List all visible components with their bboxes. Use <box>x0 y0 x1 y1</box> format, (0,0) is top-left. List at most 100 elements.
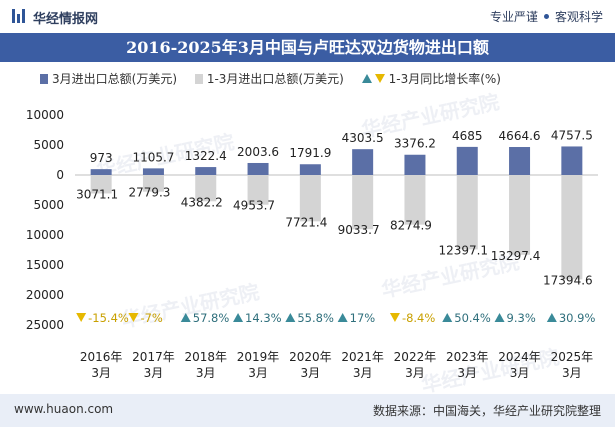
bar-monthly <box>247 162 269 175</box>
legend-swatch-monthly <box>40 74 48 84</box>
legend-label-monthly: 3月进出口总额(万美元) <box>52 72 177 86</box>
bar-monthly-label: 1791.9 <box>289 146 331 160</box>
growth-rate-label: 55.8% <box>297 311 334 325</box>
bar-cumulative-label: 3071.1 <box>76 187 118 201</box>
growth-up-marker <box>494 313 505 322</box>
top-bar: 华经情报网 专业严谨 客观科学 <box>0 0 615 33</box>
bar-cumulative <box>195 175 217 202</box>
legend-item-cumulative: 1-3月进出口总额(万美元) <box>194 70 344 87</box>
growth-down-marker <box>76 313 87 322</box>
x-tick-label-month: 3月 <box>510 366 530 380</box>
bar-cumulative <box>352 175 374 230</box>
x-tick-label-year: 2023年 <box>446 350 489 364</box>
tagline-1: 专业严谨 <box>489 10 538 24</box>
bar-monthly <box>509 147 531 175</box>
x-tick-label-year: 2024年 <box>498 350 541 364</box>
bar-monthly <box>352 149 374 175</box>
legend-label-growth: 1-3月同比增长率(%) <box>388 72 501 86</box>
bar-cumulative <box>561 175 583 280</box>
growth-up-marker <box>546 313 557 322</box>
chart-title: 2016-2025年3月中国与卢旺达双边货物进出口额 <box>126 38 489 57</box>
bar-monthly-label: 3376.2 <box>394 137 436 151</box>
x-tick-label-year: 2021年 <box>341 350 384 364</box>
bar-monthly <box>90 169 112 175</box>
growth-down-marker <box>389 313 400 322</box>
x-tick-label-month: 3月 <box>248 366 268 380</box>
x-tick-label-month: 3月 <box>457 366 477 380</box>
bar-cumulative <box>456 175 478 250</box>
growth-up-marker <box>442 313 453 322</box>
x-tick-label-month: 3月 <box>91 366 111 380</box>
bar-monthly <box>456 146 478 175</box>
bar-monthly-label: 4664.6 <box>499 129 541 143</box>
triangle-down-icon <box>374 74 385 83</box>
brand-name: 华经情报网 <box>33 12 99 27</box>
bar-monthly <box>142 168 164 175</box>
bar-cumulative <box>142 175 164 192</box>
chart-canvas: 10000 5000 0 5000 10000 15000 20000 25000 973 307… <box>26 108 598 380</box>
bar-cumulative-label: 13297.4 <box>491 249 541 263</box>
y-tick-label: 5000 <box>33 138 64 152</box>
bar-cumulative-label: 12397.1 <box>438 243 488 257</box>
growth-rate-label: -15.4% <box>88 311 129 325</box>
growth-rate-label: 30.9% <box>559 311 596 325</box>
growth-rate-label: 57.8% <box>193 311 230 325</box>
x-tick-label-month: 3月 <box>405 366 425 380</box>
bar-monthly-label: 4685 <box>452 129 483 143</box>
growth-rate-label: 9.3% <box>507 311 536 325</box>
bar-cumulative-label: 17394.6 <box>543 273 593 287</box>
x-tick-label-month: 3月 <box>196 366 216 380</box>
bar-monthly <box>404 154 426 175</box>
x-tick-label-month: 3月 <box>144 366 164 380</box>
bar-cumulative-label: 8274.9 <box>390 219 432 233</box>
growth-up-marker <box>285 313 296 322</box>
bar-cumulative-label: 2779.3 <box>128 186 170 200</box>
growth-down-marker <box>128 313 139 322</box>
bar-cumulative-label: 7721.4 <box>285 215 327 229</box>
growth-up-marker <box>233 313 244 322</box>
bar-monthly <box>195 167 217 175</box>
x-tick-label-month: 3月 <box>301 366 321 380</box>
growth-up-marker <box>180 313 191 322</box>
y-tick-label: 20000 <box>26 288 64 302</box>
y-tick-label: 10000 <box>26 108 64 122</box>
x-tick-label-year: 2018年 <box>184 350 227 364</box>
y-tick-label: 5000 <box>33 198 64 212</box>
bar-cumulative-label: 4953.7 <box>233 199 275 213</box>
x-tick-label-month: 3月 <box>353 366 373 380</box>
legend-label-cumulative: 1-3月进出口总额(万美元) <box>206 72 344 86</box>
bar-monthly <box>561 146 583 175</box>
bar-cumulative <box>509 175 531 255</box>
growth-rate-label: 50.4% <box>454 311 491 325</box>
x-tick-label-year: 2016年 <box>80 350 123 364</box>
x-tick-label-year: 2022年 <box>394 350 437 364</box>
triangle-up-icon <box>361 74 372 83</box>
y-tick-label: 25000 <box>26 318 64 332</box>
tagline: 专业严谨 客观科学 <box>490 8 603 25</box>
legend-item-growth: 1-3月同比增长率(%) <box>361 70 501 87</box>
tagline-2: 客观科学 <box>554 10 603 24</box>
bar-monthly-label: 2003.6 <box>237 145 279 159</box>
bar-cumulative <box>90 175 112 194</box>
x-tick-label-year: 2020年 <box>289 350 332 364</box>
bar-monthly-label: 973 <box>90 151 113 165</box>
dot-icon <box>543 14 549 19</box>
growth-rate-label: -8.4% <box>402 311 435 325</box>
y-tick-label: 10000 <box>26 228 64 242</box>
y-tick-label: 15000 <box>26 258 64 272</box>
bar-monthly <box>299 164 321 175</box>
bar-cumulative-label: 4382.2 <box>181 195 223 209</box>
site-url[interactable]: www.huaon.com <box>14 402 114 416</box>
y-tick-label: 0 <box>56 168 64 182</box>
logo-bars-icon <box>12 9 26 23</box>
legend-item-monthly: 3月进出口总额(万美元) <box>40 70 177 87</box>
bar-monthly-label: 1105.7 <box>132 150 174 164</box>
x-tick-label-year: 2019年 <box>237 350 280 364</box>
footer-bar: www.huaon.com 数据来源：中国海关，华经产业研究院整理 <box>0 394 615 427</box>
bar-cumulative <box>247 175 269 205</box>
bar-cumulative-label: 9033.7 <box>338 223 380 237</box>
x-tick-label-month: 3月 <box>562 366 582 380</box>
title-bar: 2016-2025年3月中国与卢旺达双边货物进出口额 <box>0 33 615 62</box>
bar-cumulative <box>299 175 321 222</box>
data-source: 数据来源：中国海关，华经产业研究院整理 <box>372 404 601 418</box>
